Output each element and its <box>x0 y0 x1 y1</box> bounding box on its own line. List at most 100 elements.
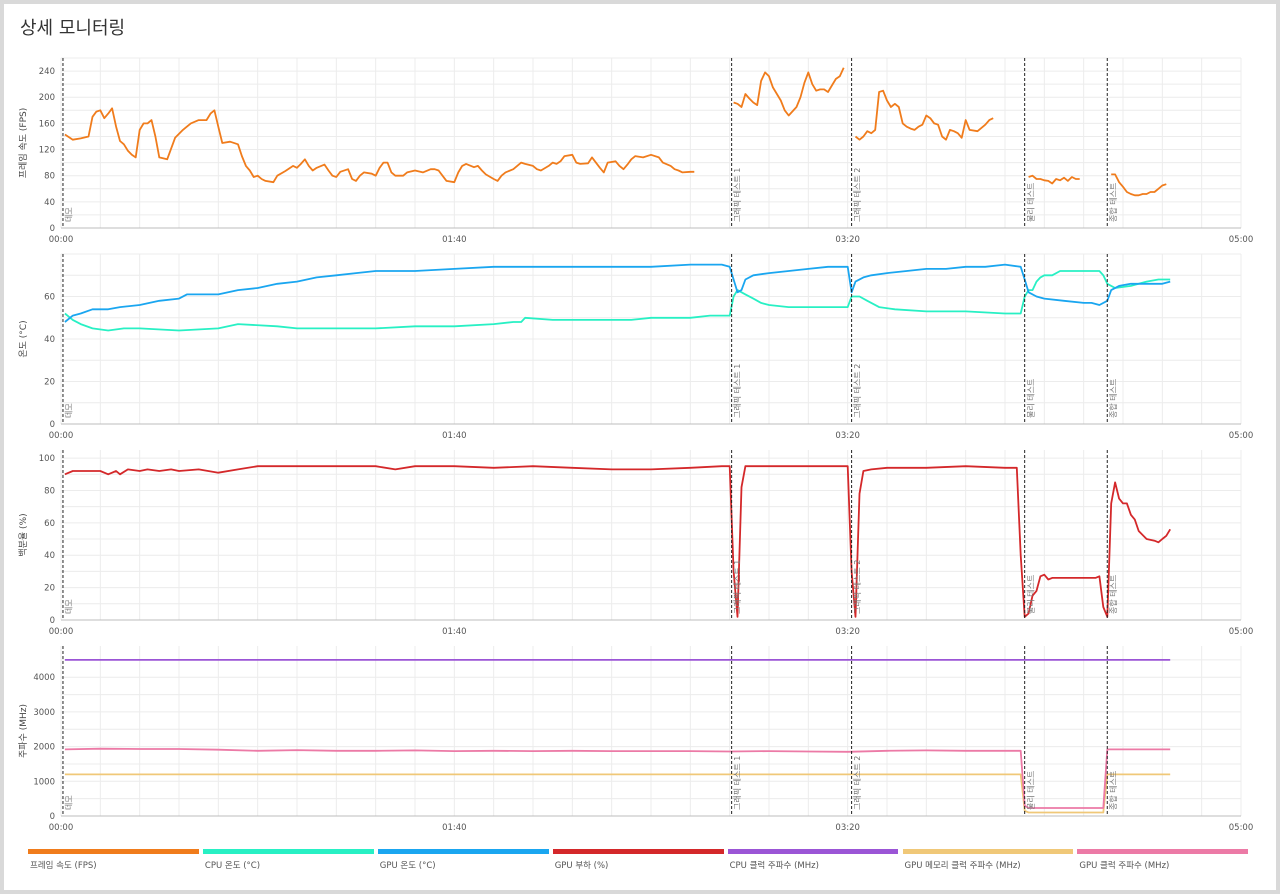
y-tick-label: 80 <box>44 486 55 496</box>
test-marker-label: 종합 테스트 <box>1109 379 1118 418</box>
series-line-gpu_temp <box>64 263 1171 323</box>
x-tick-label: 03:20 <box>835 235 860 245</box>
x-tick-label: 00:00 <box>49 823 74 833</box>
series-line-gpu_load <box>64 465 1171 618</box>
chart-panel-4: 0 1000 2000 3000 4000 00:00 01:40 03:20 05:00 주파수… <box>18 646 1253 833</box>
y-tick-label: 40 <box>44 198 55 208</box>
x-tick-label: 01:40 <box>442 431 467 441</box>
legend-item[interactable]: GPU 클럭 주파수 (MHz) <box>1077 849 1249 879</box>
x-tick-label: 00:00 <box>49 627 74 637</box>
legend-swatch <box>28 849 199 854</box>
test-marker-label: 그래픽 테스트 2 <box>852 168 862 222</box>
test-marker-label: 데모 <box>65 795 74 810</box>
series-line-cpu_temp <box>64 270 1171 332</box>
legend-swatch <box>202 849 374 854</box>
x-tick-label: 01:40 <box>442 235 467 245</box>
y-tick-label: 3000 <box>33 708 55 718</box>
legend-label: 프레임 속도 (FPS) <box>30 861 97 871</box>
legend-label: GPU 온도 (°C) <box>379 861 436 871</box>
chart-panel-3: 0 20 40 60 80 100 00:00 01:40 03:20 05:00 백분율 (%) 데… <box>18 450 1253 637</box>
test-marker-label: 물리 테스트 <box>1026 575 1035 614</box>
series-line-fps <box>64 107 695 184</box>
legend-item[interactable]: GPU 온도 (°C) <box>377 849 549 879</box>
y-tick-label: 0 <box>50 616 55 626</box>
legend-item[interactable]: 프레임 속도 (FPS) <box>28 849 199 879</box>
legend-swatch <box>552 849 724 854</box>
test-marker-label: 종합 테스트 <box>1109 183 1118 222</box>
y-tick-label: 0 <box>50 420 55 430</box>
test-marker-label: 그래픽 테스트 2 <box>852 756 862 810</box>
x-tick-label: 01:40 <box>442 627 467 637</box>
y-tick-label: 4000 <box>33 673 55 683</box>
test-marker-label: 물리 테스트 <box>1026 183 1035 222</box>
y-tick-label: 100 <box>39 454 55 464</box>
x-tick-label: 05:00 <box>1229 823 1254 833</box>
series-line-fps <box>1111 173 1167 197</box>
y-tick-label: 20 <box>44 584 55 594</box>
y-tick-label: 2000 <box>33 743 55 753</box>
x-tick-label: 01:40 <box>442 823 467 833</box>
test-marker-label: 데모 <box>65 403 74 418</box>
x-tick-label: 05:00 <box>1229 431 1254 441</box>
y-tick-label: 20 <box>44 378 55 388</box>
y-tick-label: 0 <box>50 812 55 822</box>
legend-label: CPU 온도 (°C) <box>204 861 261 871</box>
series-line-fps <box>1028 174 1080 185</box>
x-tick-label: 03:20 <box>835 627 860 637</box>
series-line-fps <box>854 89 994 141</box>
series-line-gpu_mem_clock <box>64 773 1171 814</box>
y-tick-label: 240 <box>39 67 55 77</box>
test-marker-label: 데모 <box>65 599 74 614</box>
series-line-gpu_clock <box>64 747 1171 809</box>
test-marker-label: 그래픽 테스트 2 <box>852 364 862 418</box>
x-tick-label: 00:00 <box>49 431 74 441</box>
legend-label: GPU 메모리 클럭 주파수 (MHz) <box>904 861 1021 871</box>
test-marker-label: 그래픽 테스트 1 <box>732 168 742 222</box>
chart-panel-1: 0 40 80 120 160 200 240 00:00 01:40 03:20 05:00 프레임… <box>17 57 1254 245</box>
x-tick-label: 03:20 <box>835 823 860 833</box>
y-axis-label: 온도 (°C) <box>18 320 29 357</box>
x-tick-label: 00:00 <box>49 235 74 245</box>
legend-item[interactable]: CPU 클럭 주파수 (MHz) <box>727 849 899 879</box>
legend-item[interactable]: CPU 온도 (°C) <box>202 849 374 879</box>
y-tick-label: 200 <box>39 93 55 103</box>
y-axis-label: 주파수 (MHz) <box>18 704 29 758</box>
y-tick-label: 120 <box>39 146 55 156</box>
chart-panel-2: 0 20 40 60 00:00 01:40 03:20 05:00 온도 (°C) 데모 그래픽 … <box>18 253 1254 441</box>
y-tick-label: 80 <box>44 172 55 182</box>
test-marker-label: 물리 테스트 <box>1026 771 1035 810</box>
test-marker-label: 그래픽 테스트 1 <box>732 560 742 614</box>
y-tick-label: 40 <box>44 335 55 345</box>
test-marker-label: 그래픽 테스트 1 <box>732 756 742 810</box>
legend-item[interactable]: GPU 부하 (%) <box>552 849 724 879</box>
y-axis-label: 백분율 (%) <box>18 513 29 556</box>
legend-swatch <box>902 849 1074 854</box>
y-axis-label: 프레임 속도 (FPS) <box>17 108 29 178</box>
test-marker-label: 물리 테스트 <box>1026 379 1035 418</box>
x-tick-label: 05:00 <box>1229 627 1254 637</box>
test-marker-label: 그래픽 테스트 2 <box>852 560 862 614</box>
legend-label: GPU 부하 (%) <box>554 861 609 871</box>
monitoring-panel: 상세 모니터링 <box>4 4 1276 890</box>
test-marker-label: 그래픽 테스트 1 <box>732 364 742 418</box>
legend-swatch <box>727 849 899 854</box>
test-marker-label: 종합 테스트 <box>1109 575 1118 614</box>
y-tick-label: 160 <box>39 119 55 129</box>
x-tick-label: 03:20 <box>835 431 860 441</box>
y-tick-label: 1000 <box>33 777 55 787</box>
series-line-fps <box>733 67 845 117</box>
legend-label: GPU 클럭 주파수 (MHz) <box>1079 861 1170 871</box>
y-tick-label: 0 <box>50 224 55 234</box>
legend-label: CPU 클럭 주파수 (MHz) <box>729 861 819 871</box>
y-tick-label: 60 <box>44 519 55 529</box>
legend: 프레임 속도 (FPS) CPU 온도 (°C) GPU 온도 (°C) GPU 부하… <box>28 849 1252 879</box>
x-tick-label: 05:00 <box>1229 235 1254 245</box>
page-title: 상세 모니터링 <box>20 18 126 39</box>
test-marker-label: 데모 <box>65 207 74 222</box>
legend-swatch <box>377 849 549 854</box>
y-tick-label: 60 <box>44 293 55 303</box>
legend-item[interactable]: GPU 메모리 클럭 주파수 (MHz) <box>902 849 1074 879</box>
test-marker-label: 종합 테스트 <box>1109 771 1118 810</box>
legend-swatch <box>1077 849 1249 854</box>
